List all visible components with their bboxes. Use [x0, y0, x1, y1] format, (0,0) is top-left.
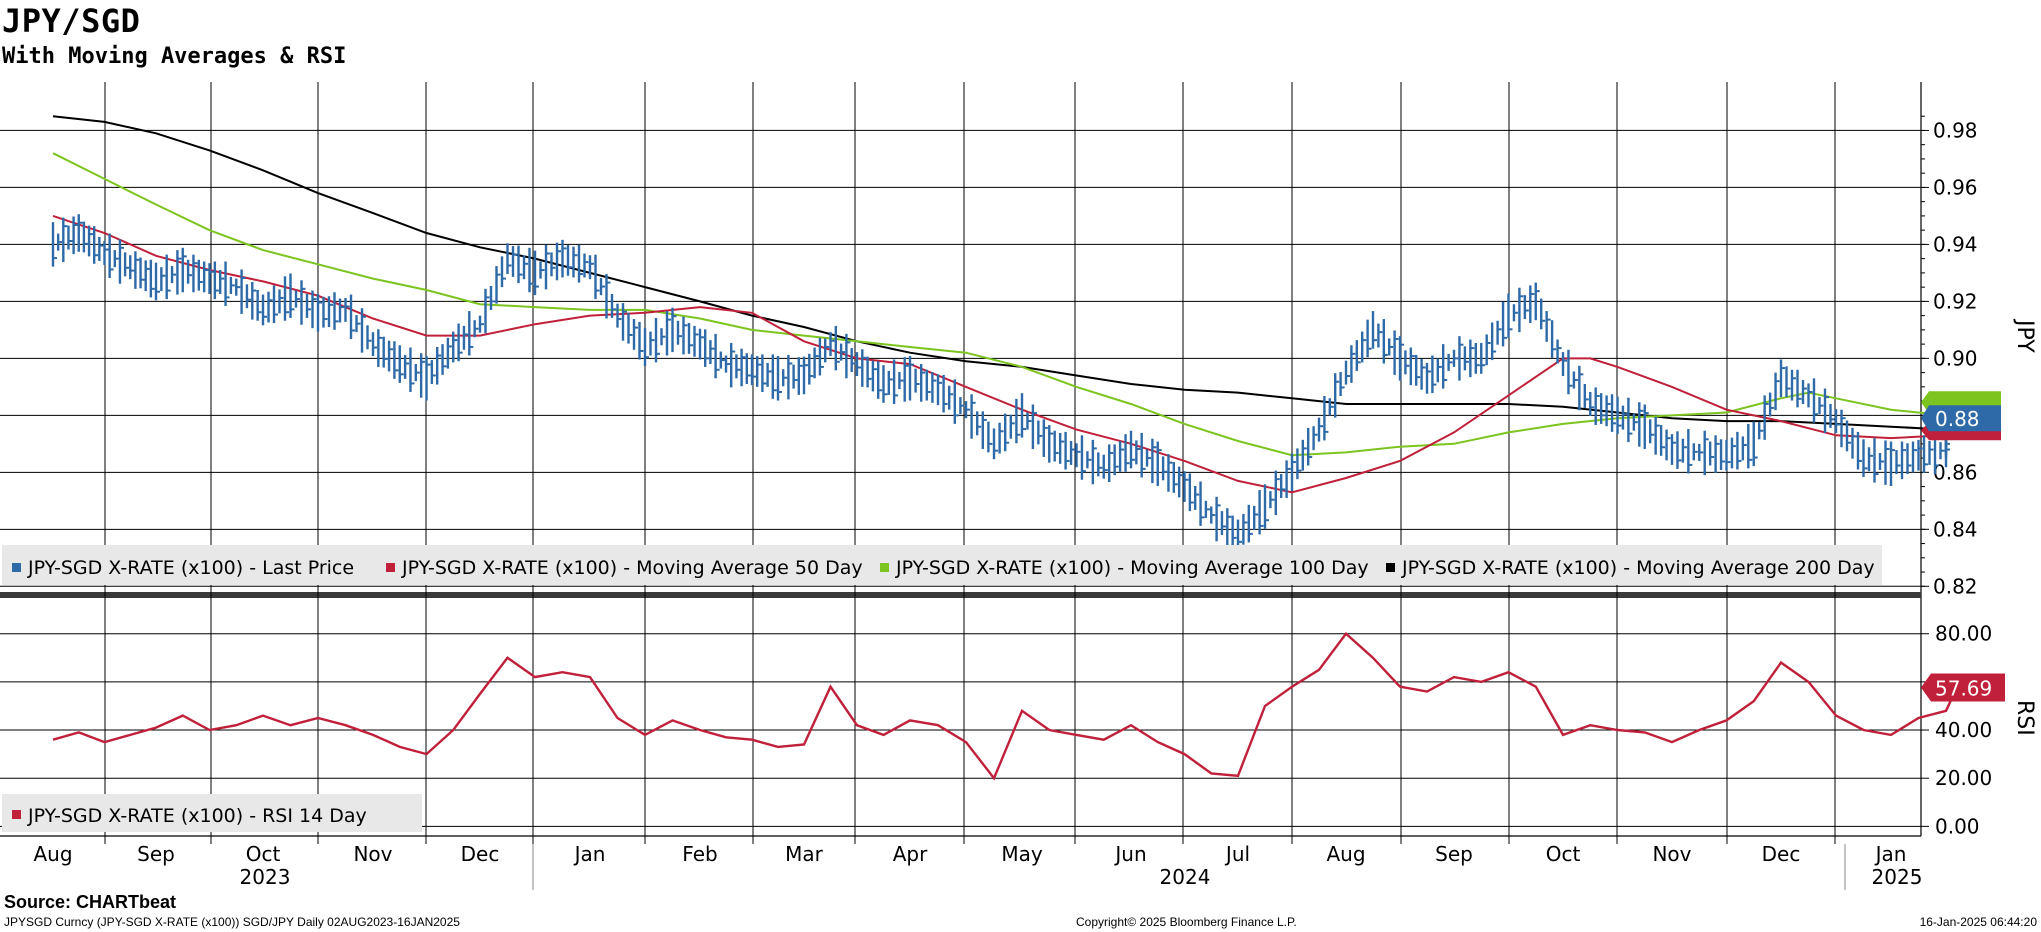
month-label: Apr — [893, 842, 928, 866]
month-label: Sep — [1435, 842, 1473, 866]
panel-divider — [0, 592, 1921, 598]
price-tick-label: 0.86 — [1933, 460, 1978, 484]
year-label: 2025 — [1872, 865, 1923, 889]
year-label: 2023 — [240, 865, 291, 889]
rsi-tick-label: 80.00 — [1935, 622, 1992, 646]
month-label: Nov — [353, 842, 392, 866]
price-tick-label: 0.82 — [1933, 574, 1978, 598]
source-label: Source: CHARTbeat — [4, 892, 177, 912]
legend-swatch — [386, 563, 395, 572]
month-label: Jan — [1874, 842, 1907, 866]
rsi-line — [52, 631, 1959, 781]
price-tick-label: 0.96 — [1933, 175, 1978, 199]
month-label: May — [1001, 842, 1043, 866]
month-label: Dec — [1762, 842, 1801, 866]
price-legend-entry: JPY-SGD X-RATE (x100) - Moving Average 1… — [895, 557, 1369, 579]
month-label: Feb — [682, 842, 717, 866]
price-tick-label: 0.92 — [1933, 289, 1978, 313]
rsi-tick-label: 0.00 — [1935, 814, 1980, 838]
month-label: Jan — [573, 842, 606, 866]
price-tick-label: 0.94 — [1933, 232, 1978, 256]
month-label: Oct — [1546, 842, 1581, 866]
month-label: Dec — [461, 842, 500, 866]
legend-swatch — [12, 810, 21, 819]
footer-copyright: Copyright© 2025 Bloomberg Finance L.P. — [1076, 915, 1297, 929]
footer-timestamp: 16-Jan-2025 06:44:20 — [1919, 915, 2037, 929]
rsi-legend-entry: JPY-SGD X-RATE (x100) - RSI 14 Day — [27, 805, 367, 827]
month-label: Sep — [137, 842, 175, 866]
chart-subtitle: With Moving Averages & RSI — [2, 44, 347, 69]
price-legend-entry: JPY-SGD X-RATE (x100) - Last Price — [27, 557, 354, 579]
month-label: Jul — [1224, 842, 1250, 866]
month-label: Aug — [33, 842, 72, 866]
rsi-value-tag-label: 57.69 — [1935, 676, 1992, 700]
ma100-line — [52, 152, 1947, 457]
year-label: 2024 — [1160, 865, 1211, 889]
month-label: Aug — [1326, 842, 1365, 866]
rsi-value-tag — [1921, 673, 2005, 702]
rsi-legend-box — [2, 794, 422, 832]
legend-swatch — [12, 563, 21, 572]
month-label: Nov — [1652, 842, 1691, 866]
price-tick-label: 0.84 — [1933, 517, 1978, 541]
legend-swatch — [1386, 563, 1395, 572]
price-axis-label: JPY — [2012, 318, 2037, 353]
price-legend-box — [2, 545, 1882, 585]
rsi-axis-label: RSI — [2012, 700, 2037, 736]
price-legend-entry: JPY-SGD X-RATE (x100) - Moving Average 2… — [1401, 557, 1875, 579]
rsi-tick-label: 40.00 — [1935, 718, 1992, 742]
price-legend-entry: JPY-SGD X-RATE (x100) - Moving Average 5… — [401, 557, 863, 579]
legend-swatch — [880, 563, 889, 572]
month-label: Oct — [246, 842, 281, 866]
rsi-tick-label: 20.00 — [1935, 766, 1992, 790]
price-value-tag-label: 0.88 — [1935, 407, 1980, 431]
month-label: Mar — [785, 842, 824, 866]
price-tick-label: 0.90 — [1933, 346, 1978, 370]
chart-title: JPY/SGD — [2, 2, 141, 40]
price-value-tag — [1921, 405, 2001, 432]
footer-security-description: JPYSGD Curncy (JPY-SGD X-RATE (x100)) SG… — [4, 915, 460, 929]
price-tick-label: 0.98 — [1933, 118, 1978, 142]
month-label: Jun — [1113, 842, 1146, 866]
